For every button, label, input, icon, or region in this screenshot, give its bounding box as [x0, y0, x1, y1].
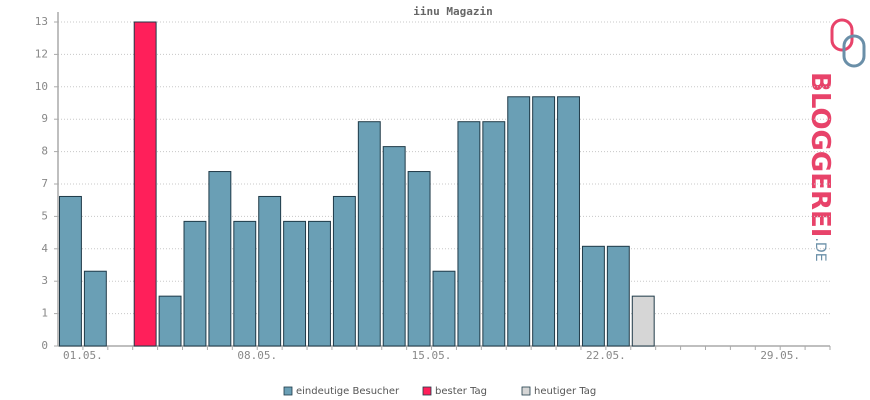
y-tick-label: 9: [41, 112, 48, 125]
bar: [208, 171, 232, 347]
legend-swatch: [521, 386, 531, 396]
legend-label: eindeutige Besucher: [296, 386, 400, 397]
chart-title: iinu Magazin: [413, 5, 492, 18]
bar: [457, 121, 481, 347]
x-tick-label: 29.05.: [760, 349, 800, 362]
bar: [482, 121, 506, 347]
bar: [532, 96, 556, 347]
y-tick-label: 10: [35, 80, 48, 93]
legend-label: bester Tag: [435, 386, 487, 397]
y-tick-label: 12: [35, 47, 48, 60]
bar: [557, 96, 580, 347]
y-tick-label: 0: [41, 339, 48, 352]
bar: [631, 295, 655, 347]
y-tick-label: 8: [41, 145, 48, 158]
legend-swatch: [283, 386, 293, 396]
bar: [357, 121, 381, 347]
bar: [133, 21, 157, 347]
bar: [233, 220, 257, 347]
bar: [382, 146, 406, 347]
logo-icon: [842, 34, 866, 68]
y-tick-label: 3: [41, 274, 48, 287]
bar: [258, 195, 282, 347]
legend-swatch: [422, 386, 432, 396]
bar: [581, 245, 605, 347]
bar: [83, 270, 107, 347]
y-tick-label: 1: [41, 307, 48, 320]
logo: BLOGGEREI.DE: [806, 18, 866, 262]
legend-label: heutiger Tag: [534, 386, 596, 397]
bar: [407, 171, 431, 347]
bar: [308, 220, 331, 347]
bar: [283, 220, 307, 347]
bar: [59, 195, 82, 347]
x-tick-label: 01.05.: [63, 349, 103, 362]
bar: [606, 245, 630, 347]
logo-text: BLOGGEREI.DE: [806, 72, 836, 262]
bar: [158, 295, 182, 347]
logo-suffix: .DE: [812, 237, 828, 261]
bar: [183, 220, 207, 347]
x-tick-label: 15.05.: [412, 349, 452, 362]
y-tick-label: 5: [41, 209, 48, 222]
logo-main: BLOGGEREI: [806, 72, 836, 237]
y-tick-label: 13: [35, 15, 48, 28]
bar: [332, 195, 356, 347]
y-tick-label: 7: [41, 177, 48, 190]
x-tick-label: 22.05.: [586, 349, 626, 362]
x-tick-label: 08.05.: [237, 349, 277, 362]
y-tick-label: 4: [41, 242, 48, 255]
bar: [507, 96, 531, 347]
logo-icon: [830, 18, 854, 52]
bar: [432, 270, 456, 347]
